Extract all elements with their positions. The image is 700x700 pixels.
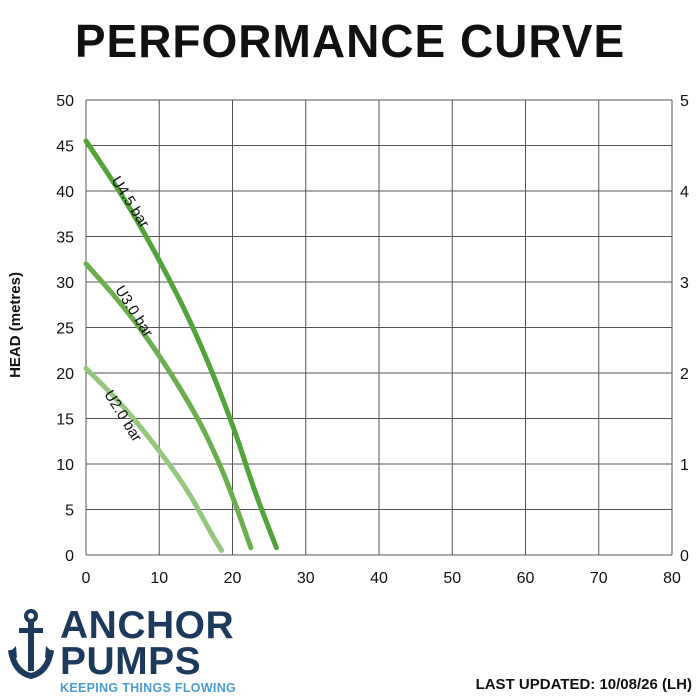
y-tick-label: 45 [56, 139, 74, 156]
x-axis-ticks: 0 10 20 30 40 50 60 70 80 [82, 570, 681, 587]
y-tick-label: 50 [56, 93, 74, 110]
y-tick-label: 35 [56, 230, 74, 247]
x-tick-label: 80 [663, 570, 681, 587]
anchor-pumps-logo: ANCHOR PUMPS KEEPING THINGS FLOWING [8, 604, 268, 695]
x-tick-label: 40 [370, 570, 388, 587]
chart-title: PERFORMANCE CURVE [74, 15, 626, 67]
y2-tick-label: 1 [680, 457, 689, 474]
y-axis-label: HEAD (metres) [7, 272, 24, 378]
y2-tick-label: 5 [680, 93, 689, 110]
y-tick-label: 10 [56, 457, 74, 474]
y-tick-label: 20 [56, 366, 74, 383]
series-label: U2.0 bar [100, 387, 145, 445]
x-tick-label: 10 [150, 570, 168, 587]
chart-grid [85, 99, 673, 556]
series-label: U4.5 bar [108, 173, 153, 231]
series-line [83, 365, 225, 553]
y2-tick-label: 2 [680, 366, 689, 383]
x-tick-label: 0 [82, 570, 91, 587]
logo-text-anchor: ANCHOR [60, 604, 235, 647]
series-line [83, 261, 254, 551]
logo-text-pumps: PUMPS [60, 640, 202, 683]
y-tick-label: 15 [56, 412, 74, 429]
series-line [83, 138, 279, 551]
x-tick-label: 20 [224, 570, 242, 587]
anchor-icon [8, 609, 54, 680]
y-tick-label: 5 [65, 503, 74, 520]
x-tick-label: 50 [443, 570, 461, 587]
y-axis-ticks: 0 5 10 15 20 25 30 35 40 45 50 [56, 93, 74, 565]
y2-tick-label: 4 [680, 184, 689, 201]
y2-axis-ticks: 0 1 2 3 4 5 [680, 93, 689, 565]
y-tick-label: 30 [56, 275, 74, 292]
y-tick-label: 25 [56, 321, 74, 338]
y-tick-label: 0 [65, 548, 74, 565]
x-tick-label: 60 [517, 570, 535, 587]
x-tick-label: 70 [590, 570, 608, 587]
logo-tagline: KEEPING THINGS FLOWING [60, 681, 237, 695]
y2-tick-label: 3 [680, 275, 689, 292]
series-lines: U4.5 bar U3.0 bar U2.0 bar [83, 138, 279, 553]
x-tick-label: 30 [297, 570, 315, 587]
last-updated: LAST UPDATED: 10/08/26 (LH) [475, 676, 692, 693]
series-label: U3.0 bar [111, 283, 156, 341]
y-tick-label: 40 [56, 184, 74, 201]
y2-tick-label: 0 [680, 548, 689, 565]
